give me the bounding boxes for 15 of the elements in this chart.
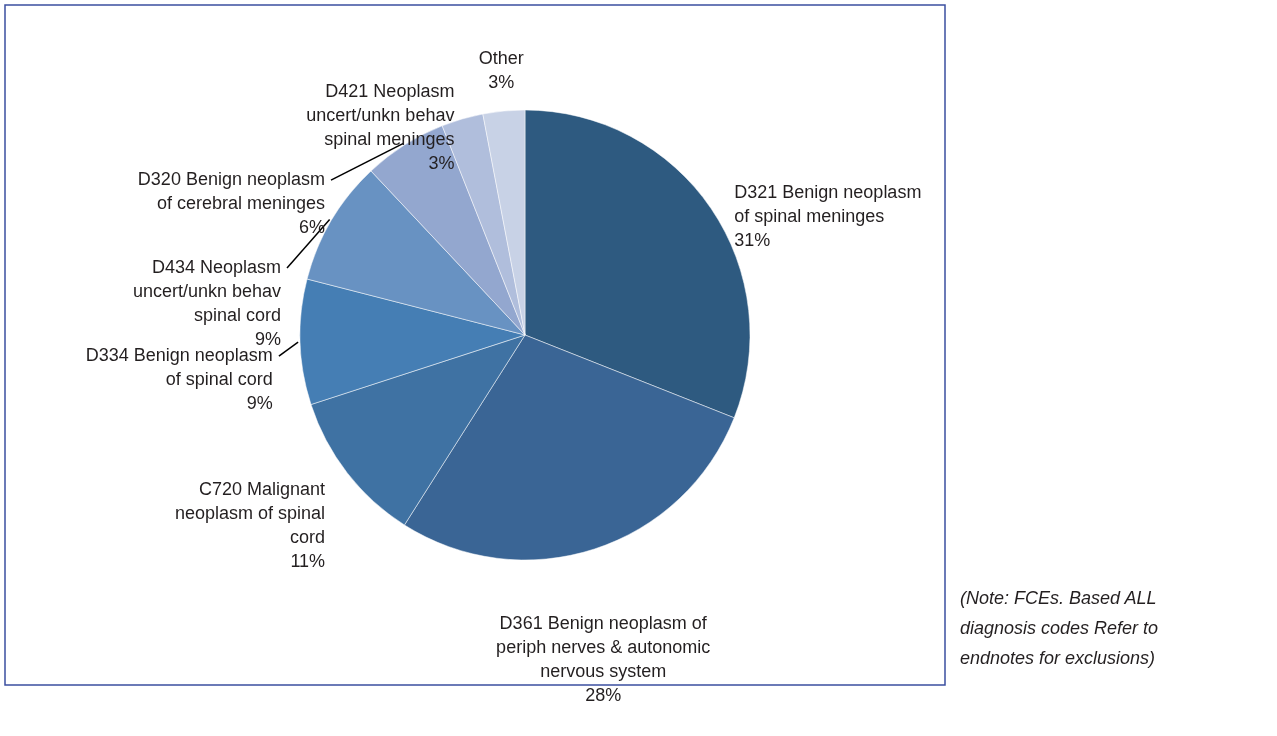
data-label: 3% xyxy=(428,153,455,174)
slice-label: D434 Neoplasm uncert/unkn behav spinal cord xyxy=(132,257,282,326)
data-label: 28% xyxy=(585,684,622,705)
text: (Note: FCEs. Based ALL diagnosis codes Refer to endnotes for exclusions) xyxy=(960,588,1159,668)
data-label: 9% xyxy=(246,393,273,414)
slice-label: D321 Benign neoplasm of spinal meninges xyxy=(734,181,922,226)
data-label: 31% xyxy=(734,229,771,250)
slice-label: D361 Benign neoplasm of periph nerves & autonomic nervous system xyxy=(496,612,711,681)
slice-label: Other xyxy=(478,48,524,69)
data-label: 11% xyxy=(290,551,326,572)
data-label: 6% xyxy=(298,217,325,238)
slice-label: D421 Neoplasm uncert/unkn behav spinal meninges xyxy=(306,81,455,150)
slice-label: C720 Malignant neoplasm of spinal cord xyxy=(175,479,326,548)
slice-label: D320 Benign neoplasm of cerebral meninges xyxy=(137,169,325,214)
data-label: 3% xyxy=(488,72,515,93)
